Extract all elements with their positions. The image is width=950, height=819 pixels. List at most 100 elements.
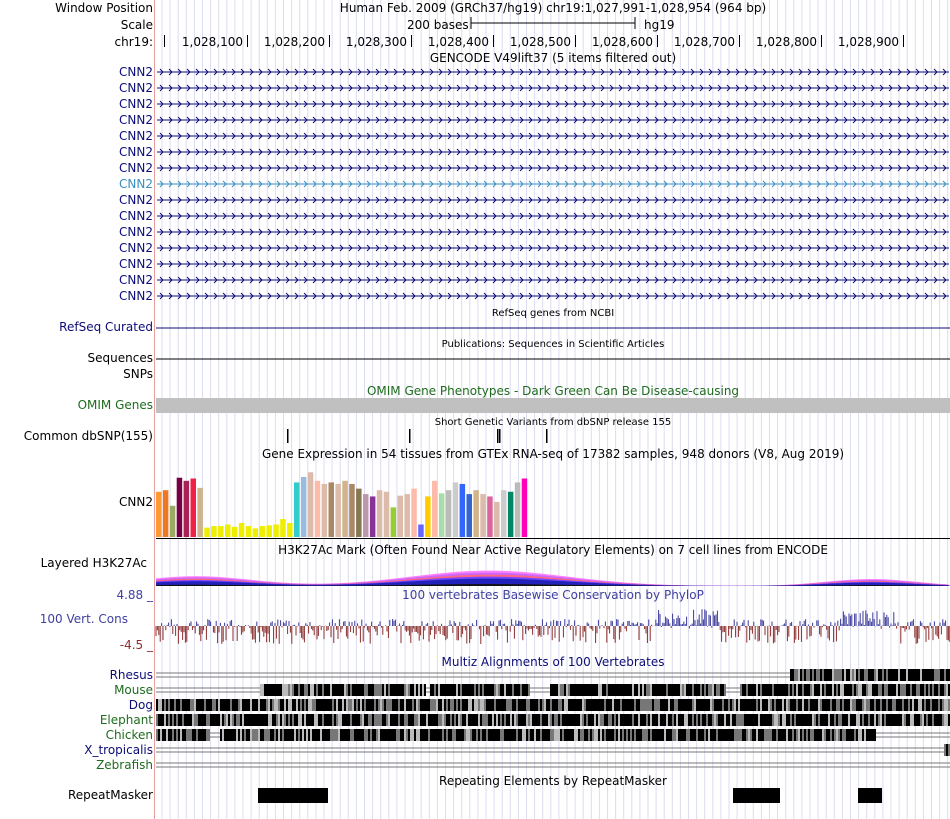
gtex-tissue-bar bbox=[438, 493, 445, 537]
alignment-block bbox=[250, 729, 252, 741]
alignment-block bbox=[306, 714, 308, 726]
alignment-block bbox=[518, 729, 520, 741]
gene-label[interactable]: CNN2 bbox=[119, 145, 153, 159]
alignment-block bbox=[824, 684, 826, 696]
track-label-refseq[interactable]: RefSeq Curated bbox=[59, 320, 153, 334]
gene-label[interactable]: CNN2 bbox=[119, 81, 153, 95]
alignment-block bbox=[374, 729, 376, 741]
alignment-block bbox=[660, 729, 662, 741]
alignment-block bbox=[274, 684, 276, 696]
alignment-block bbox=[212, 699, 214, 711]
alignment-block bbox=[494, 714, 496, 726]
alignment-block bbox=[760, 699, 762, 711]
alignment-block bbox=[362, 714, 364, 726]
species-label[interactable]: Dog bbox=[128, 698, 153, 712]
alignment-block bbox=[246, 729, 248, 741]
alignment-block bbox=[338, 714, 340, 726]
alignment-block bbox=[560, 729, 562, 741]
alignment-block bbox=[886, 684, 888, 696]
alignment-block bbox=[938, 684, 940, 696]
gene-label[interactable]: CNN2 bbox=[119, 161, 153, 175]
gene-label[interactable]: CNN2 bbox=[119, 225, 153, 239]
alignment-block bbox=[278, 699, 280, 711]
alignment-block bbox=[446, 699, 448, 711]
gene-label[interactable]: CNN2 bbox=[119, 257, 153, 271]
track-label-snps[interactable]: SNPs bbox=[123, 367, 153, 381]
track-label-gtex-gene[interactable]: CNN2 bbox=[119, 495, 153, 509]
gtex-tissue-bar bbox=[425, 496, 431, 537]
alignment-block bbox=[878, 684, 880, 696]
alignment-block bbox=[612, 684, 614, 696]
alignment-block bbox=[856, 684, 858, 696]
alignment-block bbox=[166, 714, 168, 726]
gene-label[interactable]: CNN2 bbox=[119, 177, 153, 191]
track-label-repeatmasker[interactable]: RepeatMasker bbox=[67, 788, 153, 802]
gene-label[interactable]: CNN2 bbox=[119, 209, 153, 223]
species-label[interactable]: Elephant bbox=[99, 713, 153, 727]
alignment-block bbox=[668, 699, 670, 711]
alignment-block bbox=[620, 729, 622, 741]
alignment-block bbox=[652, 684, 654, 696]
alignment-block bbox=[270, 684, 272, 696]
alignment-block bbox=[344, 699, 346, 711]
alignment-block bbox=[656, 729, 658, 741]
gene-label[interactable]: CNN2 bbox=[119, 273, 153, 287]
track-label-phylop[interactable]: 100 Vert. Cons bbox=[39, 612, 128, 626]
track-label-sequences[interactable]: Sequences bbox=[87, 351, 153, 365]
alignment-block bbox=[480, 699, 482, 711]
alignment-block bbox=[558, 729, 560, 741]
alignment-block bbox=[622, 684, 624, 696]
alignment-block bbox=[432, 684, 434, 696]
alignment-block bbox=[770, 684, 772, 696]
track-label-h3k27ac[interactable]: Layered H3K27Ac bbox=[40, 556, 147, 570]
alignment-block bbox=[760, 714, 762, 726]
gene-label[interactable]: CNN2 bbox=[119, 113, 153, 127]
species-label[interactable]: Chicken bbox=[105, 728, 153, 742]
gene-label[interactable]: CNN2 bbox=[119, 97, 153, 111]
alignment-block bbox=[510, 699, 512, 711]
gene-label[interactable]: CNN2 bbox=[119, 241, 153, 255]
gene-label[interactable]: CNN2 bbox=[119, 193, 153, 207]
alignment-block bbox=[762, 714, 764, 726]
gene-strand-arrows bbox=[159, 292, 947, 300]
species-label[interactable]: Rhesus bbox=[109, 668, 153, 682]
alignment-block bbox=[684, 684, 686, 696]
alignment-block bbox=[236, 699, 238, 711]
alignment-block bbox=[496, 714, 498, 726]
dbsnp-track bbox=[287, 429, 548, 443]
alignment-block bbox=[822, 699, 824, 711]
alignment-block bbox=[704, 684, 706, 696]
alignment-block bbox=[730, 699, 732, 711]
species-label[interactable]: X_tropicalis bbox=[84, 743, 153, 757]
track-label-dbsnp[interactable]: Common dbSNP(155) bbox=[23, 429, 153, 443]
species-label[interactable]: Mouse bbox=[114, 683, 153, 697]
alignment-block bbox=[416, 684, 418, 696]
gtex-tissue-bar bbox=[363, 494, 369, 537]
track-label-omim[interactable]: OMIM Genes bbox=[77, 398, 153, 412]
alignment-block bbox=[684, 729, 686, 741]
alignment-block bbox=[912, 684, 914, 696]
gene-label[interactable]: CNN2 bbox=[119, 129, 153, 143]
gene-label[interactable]: CNN2 bbox=[119, 289, 153, 303]
gene-strand-arrows bbox=[159, 196, 947, 204]
alignment-block bbox=[350, 684, 352, 696]
alignment-block bbox=[922, 699, 924, 711]
alignment-block bbox=[264, 699, 266, 711]
alignment-block bbox=[784, 684, 786, 696]
species-label[interactable]: Zebrafish bbox=[96, 758, 153, 772]
alignment-block bbox=[444, 714, 446, 726]
gene-label[interactable]: CNN2 bbox=[119, 65, 153, 79]
alignment-block bbox=[774, 699, 776, 711]
alignment-block bbox=[498, 714, 500, 726]
alignment-block bbox=[660, 714, 662, 726]
alignment-block bbox=[730, 729, 732, 741]
alignment-block bbox=[590, 699, 592, 711]
alignment-block bbox=[714, 684, 716, 696]
gtex-tissue-bar bbox=[252, 528, 259, 537]
gtex-tissue-bar bbox=[349, 483, 355, 537]
alignment-block bbox=[874, 684, 876, 696]
scale-db-text: hg19 bbox=[644, 18, 675, 32]
alignment-block bbox=[528, 699, 530, 711]
alignment-block bbox=[410, 699, 412, 711]
